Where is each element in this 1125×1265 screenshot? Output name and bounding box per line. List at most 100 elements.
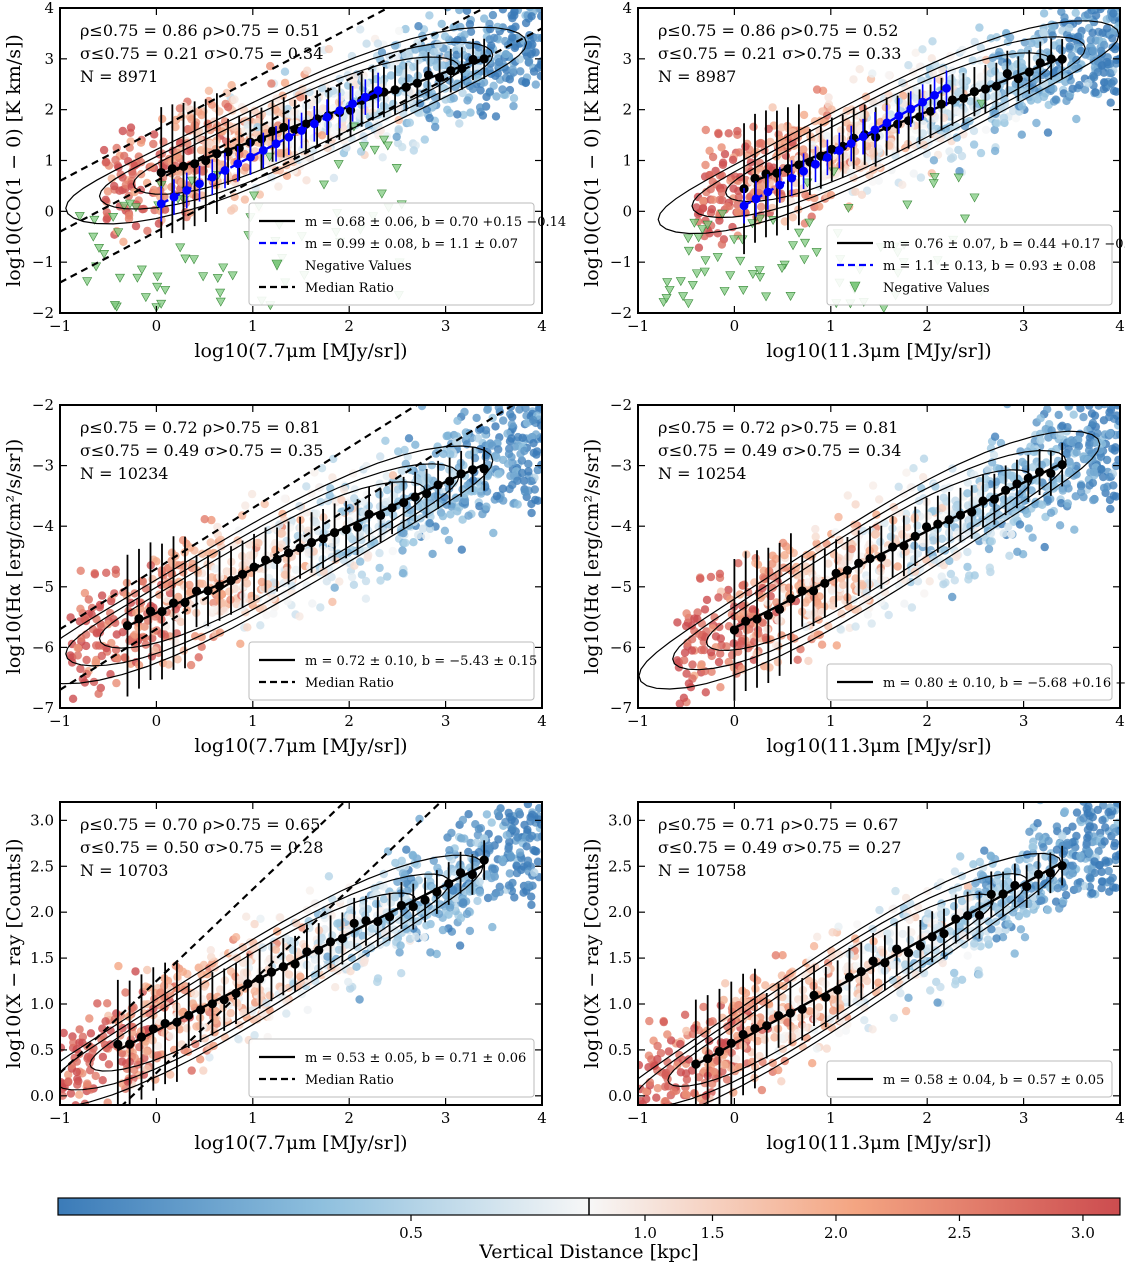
- x-tick-label: 1: [826, 317, 836, 335]
- scatter-point: [356, 557, 365, 566]
- scatter-point: [506, 852, 515, 861]
- scatter-point: [768, 551, 777, 560]
- scatter-point: [880, 588, 890, 597]
- negative-triangle: [700, 256, 711, 266]
- scatter-point: [491, 422, 500, 431]
- scatter-point: [498, 484, 508, 493]
- scatter-point: [231, 933, 241, 942]
- scatter-point: [1106, 98, 1115, 107]
- negative-triangle: [369, 145, 380, 155]
- negative-triangle: [82, 277, 93, 287]
- median-ratio-line: [60, 405, 516, 691]
- scatter-point: [356, 25, 365, 34]
- scatter-point: [444, 535, 454, 545]
- scatter-point: [1048, 31, 1057, 40]
- scatter-point: [1017, 101, 1027, 111]
- scatter-point: [1062, 96, 1071, 106]
- scatter-point: [112, 678, 121, 688]
- y-tick-label: 0: [622, 202, 632, 220]
- scatter-point: [411, 440, 420, 449]
- scatter-point: [723, 202, 732, 211]
- scatter-point: [964, 575, 973, 584]
- scatter-point: [176, 617, 185, 627]
- scatter-point: [929, 156, 939, 165]
- scatter-point: [834, 512, 843, 522]
- scatter-point: [328, 86, 338, 96]
- scatter-point: [328, 597, 337, 607]
- scatter-point: [1062, 479, 1072, 488]
- legend-label: m = 0.99 ± 0.08, b = 1.1 ± 0.07: [305, 237, 518, 252]
- scatter-point: [358, 931, 367, 941]
- scatter-point: [198, 167, 207, 176]
- scatter-point: [788, 213, 797, 222]
- scatter-point: [466, 27, 476, 36]
- scatter-point: [762, 625, 772, 634]
- scatter-point: [520, 446, 529, 456]
- scatter-point: [1097, 464, 1106, 474]
- scatter-point: [466, 838, 475, 848]
- negative-triangle: [109, 301, 120, 311]
- negative-triangle: [188, 255, 200, 265]
- scatter-point: [204, 86, 214, 96]
- scatter-point: [855, 65, 864, 74]
- scatter-point: [505, 837, 514, 847]
- negative-triangle: [725, 271, 736, 281]
- scatter-point: [1085, 405, 1094, 410]
- scatter-point: [526, 394, 534, 402]
- scatter-point: [851, 622, 860, 631]
- negative-triangle: [755, 273, 766, 283]
- scatter-point: [370, 538, 379, 547]
- scatter-point: [482, 502, 491, 511]
- scatter-point: [710, 613, 719, 622]
- x-tick-label: 1: [248, 712, 258, 730]
- scatter-point: [462, 8, 472, 15]
- scatter-point: [136, 138, 146, 147]
- scatter-point: [452, 493, 461, 503]
- scatter-point: [875, 495, 884, 504]
- scatter-point: [364, 121, 374, 130]
- scatter-point: [401, 894, 411, 903]
- negative-triangle: [729, 235, 740, 245]
- scatter-point: [241, 501, 250, 510]
- scatter-point: [76, 566, 85, 575]
- scatter-point: [824, 559, 833, 568]
- axes-frame: [59, 404, 543, 709]
- scatter-point: [1102, 24, 1112, 33]
- scatter-point: [837, 609, 846, 618]
- scatter-point: [1020, 460, 1030, 469]
- scatter-point: [843, 491, 852, 500]
- scatter-point: [143, 965, 152, 975]
- scatter-point: [491, 0, 499, 1]
- scatter-point: [1106, 405, 1116, 414]
- scatter-point: [302, 176, 311, 185]
- y-tick-label: 3: [44, 50, 54, 68]
- scatter-point: [256, 621, 265, 630]
- scatter-point: [330, 583, 339, 592]
- scatter-point: [876, 597, 886, 607]
- scatter-point: [976, 148, 986, 158]
- blue-point: [156, 199, 166, 209]
- scatter-point: [335, 577, 344, 586]
- scatter-point: [492, 92, 501, 101]
- scatter-point: [749, 122, 758, 131]
- negative-triangle: [212, 274, 223, 284]
- y-axis-label: log10(Hα [erg/cm²/s/sr]): [3, 439, 25, 675]
- scatter-point: [682, 609, 691, 618]
- scatter-point: [178, 536, 188, 545]
- scatter-point: [821, 169, 830, 178]
- scatter-point: [430, 47, 439, 57]
- scatter-point: [485, 87, 495, 96]
- scatter-point: [990, 125, 999, 135]
- scatter-point: [1017, 130, 1026, 139]
- median-ratio-line: [60, 8, 391, 182]
- scatter-point: [1109, 481, 1118, 490]
- scatter-point: [937, 504, 947, 513]
- scatter-point: [124, 214, 134, 224]
- scatter-point: [398, 869, 408, 878]
- scatter-point: [85, 1014, 94, 1023]
- scatter-point: [387, 61, 396, 70]
- scatter-point: [928, 536, 938, 545]
- scatter-point: [799, 110, 809, 120]
- scatter-point: [850, 520, 859, 529]
- scatter-point: [404, 434, 414, 443]
